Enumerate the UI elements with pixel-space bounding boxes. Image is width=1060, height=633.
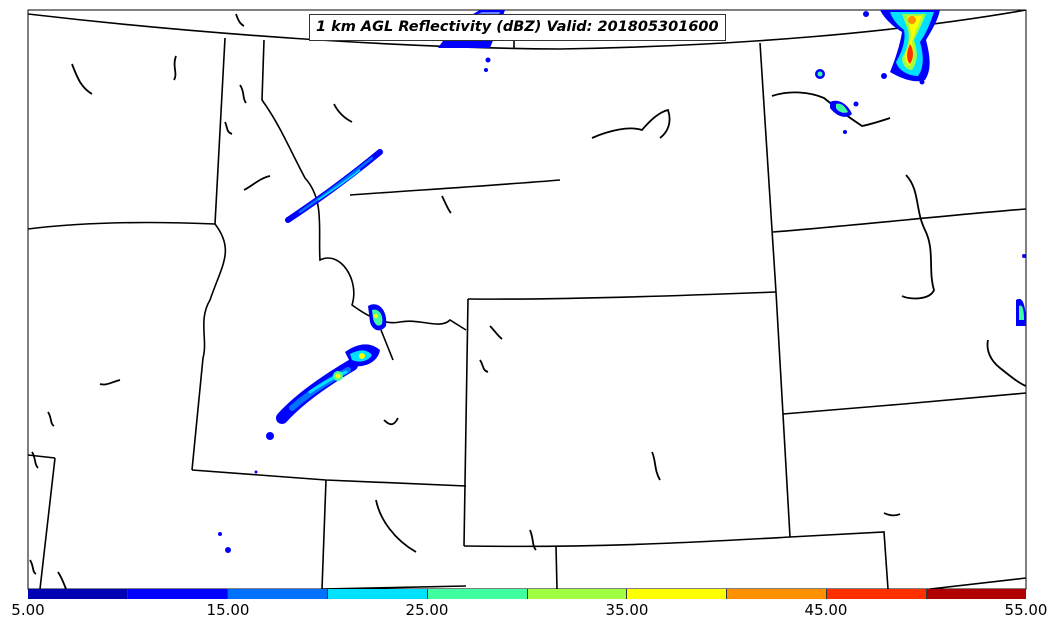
wy-border-n bbox=[349, 179, 561, 196]
colorbar-segment bbox=[127, 589, 228, 599]
colorbar-segment bbox=[827, 589, 928, 599]
lake-2 bbox=[173, 55, 177, 81]
colorbar bbox=[28, 589, 1027, 599]
wa-or-border bbox=[28, 221, 216, 230]
sd-ne-border bbox=[782, 392, 1026, 415]
colorbar-segment bbox=[627, 589, 728, 599]
lake-18 bbox=[29, 559, 37, 575]
id-wy-border bbox=[380, 329, 394, 361]
lake-20 bbox=[235, 13, 245, 27]
canada-border bbox=[28, 10, 1026, 50]
az-nm bbox=[555, 545, 558, 589]
mt-id-border bbox=[261, 39, 467, 331]
lake-15 bbox=[529, 529, 537, 551]
colorbar-segment bbox=[727, 589, 828, 599]
lake-17 bbox=[57, 571, 67, 589]
lake-11 bbox=[47, 411, 55, 427]
co-east bbox=[775, 291, 791, 538]
nv-ut bbox=[321, 479, 327, 589]
echo-band-2 bbox=[218, 304, 387, 553]
lake-9 bbox=[479, 359, 489, 373]
or-id-border bbox=[191, 223, 227, 471]
colorbar-tick-label: 55.00 bbox=[1004, 601, 1048, 619]
mt-nd-border bbox=[759, 42, 777, 293]
echo-east bbox=[1016, 254, 1026, 326]
lake-16 bbox=[883, 512, 901, 517]
lake-3 bbox=[239, 84, 247, 104]
id-mt-border-w bbox=[214, 37, 226, 225]
fort-peck bbox=[591, 108, 671, 139]
colorbar-tick-label: 45.00 bbox=[804, 601, 848, 619]
colorbar-tick-label: 35.00 bbox=[605, 601, 649, 619]
lake-1 bbox=[71, 63, 93, 95]
nd-sd-border bbox=[772, 208, 1026, 233]
wy-sd-ne bbox=[467, 291, 777, 300]
lake-5 bbox=[243, 175, 271, 191]
missouri-ne bbox=[986, 339, 1026, 387]
echo-band-1 bbox=[285, 149, 383, 223]
colorbar-tick-label: 15.00 bbox=[206, 601, 250, 619]
ca-nv bbox=[39, 457, 56, 589]
lake-14 bbox=[651, 451, 661, 481]
map-title: 1 km AGL Reflectivity (dBZ) Valid: 20180… bbox=[309, 14, 726, 41]
lake-6 bbox=[333, 103, 353, 123]
ca-or bbox=[28, 454, 56, 459]
lake-19 bbox=[31, 451, 39, 469]
lake-4 bbox=[224, 121, 233, 135]
lake-7 bbox=[441, 195, 452, 214]
colorbar-segment bbox=[427, 589, 528, 599]
colorbar-segment bbox=[527, 589, 628, 599]
ks-ok bbox=[789, 531, 889, 589]
colorbar-segment bbox=[927, 589, 1027, 599]
lake-8 bbox=[489, 325, 503, 340]
echo-cluster-ne bbox=[815, 10, 940, 134]
ut-az bbox=[321, 585, 467, 589]
co-south bbox=[463, 536, 791, 548]
co-west bbox=[463, 298, 469, 547]
lake-12 bbox=[383, 417, 399, 426]
missouri-sd bbox=[901, 174, 935, 300]
colorbar-segment bbox=[327, 589, 428, 599]
state-boundaries bbox=[28, 10, 1026, 589]
colorbar-segment bbox=[227, 589, 328, 599]
tx-ok bbox=[929, 577, 1026, 589]
lake-10 bbox=[99, 379, 121, 386]
colorbar-tick-label: 25.00 bbox=[405, 601, 449, 619]
colorbar-tick-label: 5.00 bbox=[11, 601, 45, 619]
colorbar-segment bbox=[28, 589, 128, 599]
lake-13 bbox=[375, 499, 417, 553]
